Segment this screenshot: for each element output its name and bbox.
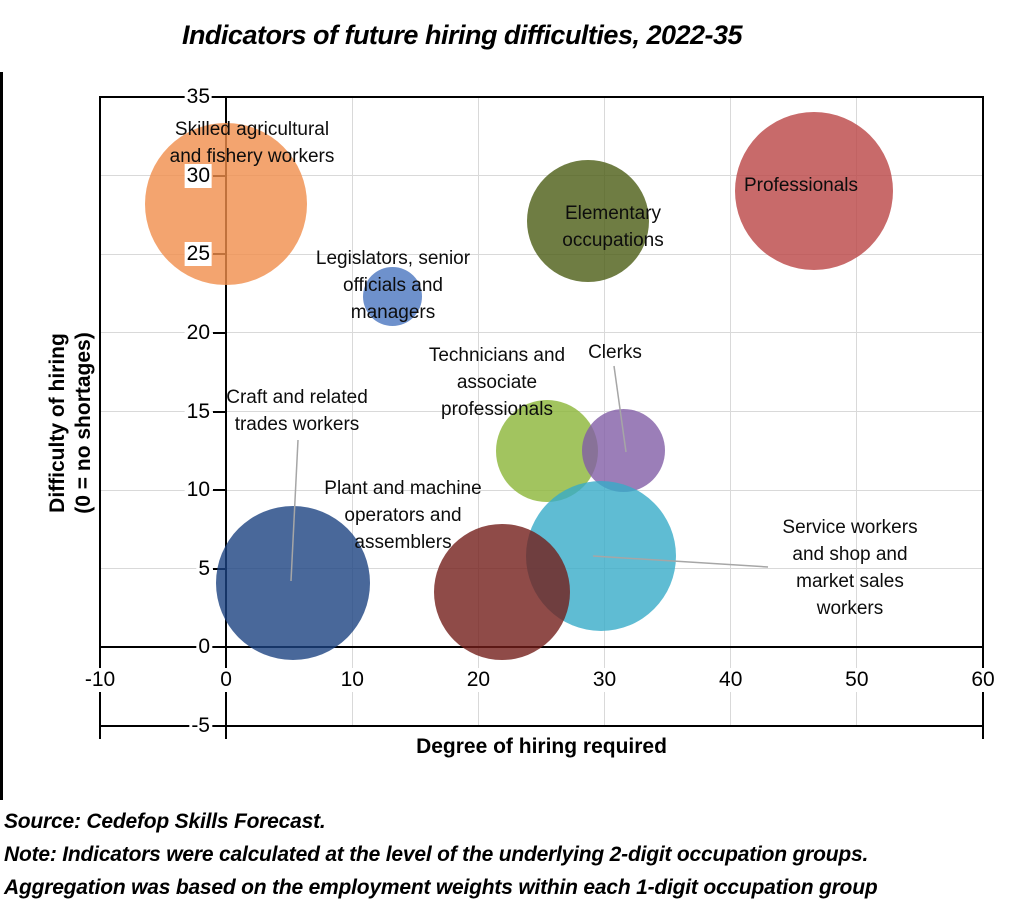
bubble-legislators (363, 267, 423, 327)
bubble-elementary (527, 160, 650, 283)
bubble-label-line: professionals (441, 399, 553, 420)
tick-y-20 (213, 331, 226, 334)
tick-label-y-15: 15 (184, 399, 212, 424)
bubble-label-skilled-agricultural: Skilled agricultural and fishery workers (32, 116, 472, 170)
bubble-label-elementary: Elementary occupations (393, 200, 833, 254)
y-axis-title-line1: Difficulty of hiring (46, 333, 69, 513)
subtick-x-0 (225, 727, 228, 739)
tick-label-x--10: -10 (82, 668, 118, 692)
bubble-label-line: Elementary (564, 203, 662, 224)
tick-label-y-20: 20 (184, 320, 212, 345)
tick-label-y-10: 10 (184, 478, 212, 503)
tick-y-15 (213, 410, 226, 413)
tick-label-x-10: 10 (338, 668, 366, 692)
bubble-label-line: Technicians and (428, 345, 566, 366)
tick-label-x-0: 0 (218, 668, 234, 692)
bubble-label-line: and fishery workers (169, 146, 335, 167)
method-note-line2: Aggregation was based on the employment … (4, 876, 878, 899)
bubble-label-clerks: Clerks (395, 339, 835, 366)
tick-label-y--5: -5 (189, 714, 212, 738)
tick-label-y-0: 0 (196, 635, 212, 660)
tick-label-x-50: 50 (843, 668, 871, 692)
bubble-label-line: and shop and (792, 544, 908, 565)
bubble-label-line: Plant and machine (324, 478, 482, 499)
bubble-label-line: trades workers (234, 414, 360, 435)
tick-label-y-35: 35 (184, 85, 212, 109)
left-border-rule (0, 72, 3, 800)
gridline-y-30 (100, 175, 983, 177)
bubble-label-line: assemblers (354, 532, 452, 553)
chart-title: Indicators of future hiring difficulties… (181, 20, 743, 50)
bubble-label-line: Clerks (588, 342, 642, 363)
tick-label-x-40: 40 (717, 668, 745, 692)
tick-label-y-25: 25 (184, 242, 212, 267)
bubble-label-line: workers (816, 598, 884, 619)
tick-y-0 (213, 646, 226, 649)
bubble-label-craft-trades: Craft and related trades workers (77, 384, 517, 438)
tick-label-x-30: 30 (590, 668, 619, 692)
bubble-label-legislators: Legislators, senior officials and managers (173, 245, 613, 326)
bubble-label-line: Skilled agricultural (174, 119, 330, 140)
x-axis-title: Degree of hiring required (416, 735, 667, 758)
tick-label-x-20: 20 (464, 668, 493, 692)
bubble-label-line: Professionals (743, 175, 859, 196)
bubble-label-plant-machine: Plant and machine operators and assemblers (183, 475, 623, 556)
subtick-x-60 (982, 727, 984, 739)
method-note-line1: Note: Indicators were calculated at the … (4, 843, 869, 866)
bubble-label-line: Legislators, senior (315, 248, 471, 269)
axis-line-y0 (100, 646, 983, 649)
bubble-label-line: Craft and related (226, 387, 368, 408)
bubble-label-line: occupations (562, 230, 664, 251)
plot-border (99, 96, 984, 727)
bubble-label-line: managers (350, 302, 436, 323)
tick-label-x-60: 60 (969, 668, 997, 692)
bubble-professionals (734, 112, 893, 271)
bubble-label-line: Service workers (782, 517, 918, 538)
source-note: Source: Cedefop Skills Forecast. (4, 810, 326, 833)
axis-line-x0 (225, 97, 228, 726)
bubble-label-professionals: Professionals (581, 172, 1021, 199)
bubble-label-service-workers: Service workers and shop and market sales w… (630, 514, 1024, 622)
bubble-label-line: associate (456, 372, 538, 393)
bubble-skilled-agricultural (145, 122, 308, 285)
gridline-y-20 (100, 332, 983, 334)
tick-label-y-30: 30 (184, 163, 212, 188)
tick-y-10 (213, 489, 226, 492)
bubble-label-line: officials and (343, 275, 443, 296)
bubble-label-line: market sales (796, 571, 904, 592)
bubble-label-line: operators and (344, 505, 462, 526)
subtick-x--10 (99, 727, 101, 739)
bubble-plant-machine (434, 524, 571, 661)
bubble-label-technicians: Technicians and associate professionals (277, 342, 717, 423)
tick-label-y-5: 5 (196, 556, 212, 581)
